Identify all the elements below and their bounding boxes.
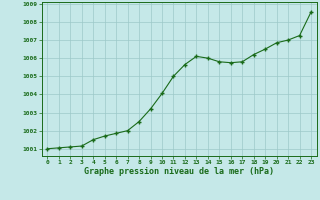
X-axis label: Graphe pression niveau de la mer (hPa): Graphe pression niveau de la mer (hPa) [84,167,274,176]
